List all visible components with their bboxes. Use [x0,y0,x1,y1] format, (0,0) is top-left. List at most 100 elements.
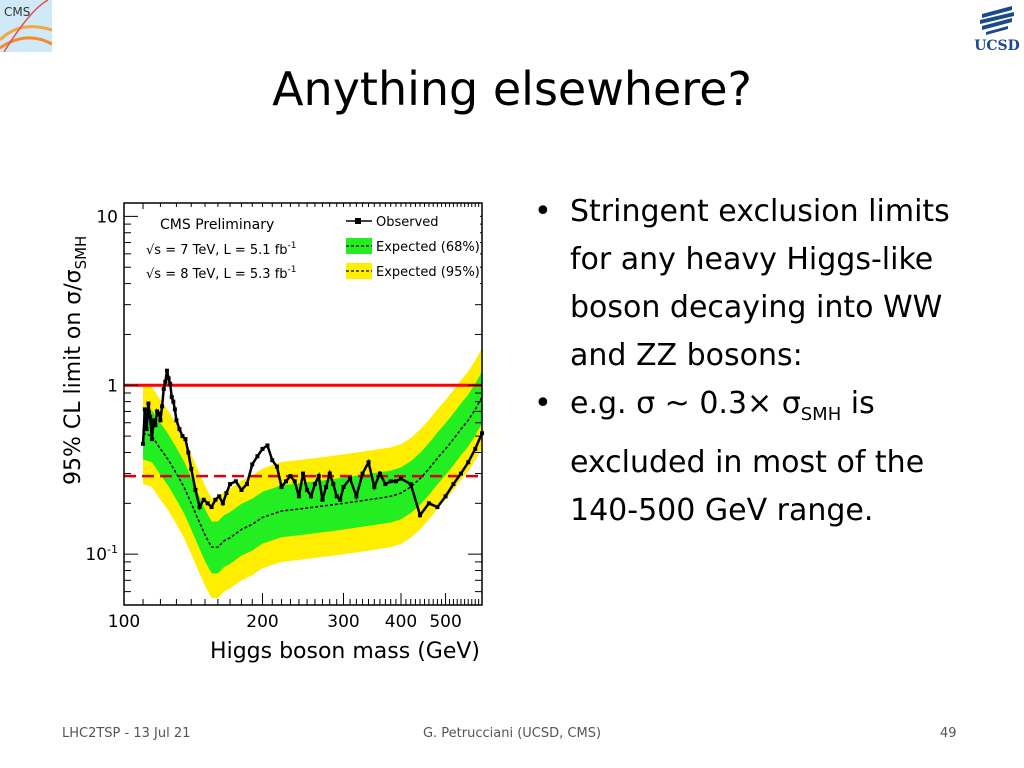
observed-point [250,462,255,467]
observed-point [205,501,210,506]
observed-point [260,446,265,451]
observed-point [284,479,289,484]
observed-point [146,401,151,406]
observed-point [473,446,478,451]
observed-point [443,494,448,499]
observed-point [327,471,332,476]
observed-point [360,471,365,476]
limit-plot: 100 200 300 400 500 10 1 10-1 CMS Preliminary √… [50,195,490,665]
observed-point [183,437,188,442]
svg-text:CMS: CMS [4,5,30,19]
observed-point [377,471,382,476]
legend-entry-expected-68: Expected (68%) [346,238,480,255]
energy-label-8tev: √s = 8 TeV, L = 5.3 fb-1 [146,265,297,282]
observed-point [331,482,336,487]
observed-point [144,427,149,432]
observed-point [233,479,238,484]
ucsd-logo: UCSD [972,2,1022,54]
observed-point [155,409,160,414]
observed-point [458,471,463,476]
svg-text:UCSD: UCSD [974,38,1020,54]
bullet-text-pre: e.g. σ ~ 0.3× σ [570,386,801,421]
band-68 [143,371,482,574]
observed-point [217,494,222,499]
observed-point [341,484,346,489]
observed-point [151,418,156,423]
observed-point [156,411,161,416]
observed-point [270,458,275,463]
observed-point [288,474,293,479]
observed-point [354,494,359,499]
x-tick-label: 200 [246,612,278,632]
y-tick-label: 1 [107,376,118,396]
x-tick-label: 400 [385,612,417,632]
observed-point [168,381,173,386]
bullet-list: Stringent exclusion limits for any heavy… [530,188,1000,535]
observed-markers [141,368,484,518]
energy-label-7tev: √s = 7 TeV, L = 5.1 fb-1 [146,241,297,258]
observed-point [149,437,154,442]
observed-point [209,505,214,510]
observed-point [305,487,310,492]
cms-logo: CMS [0,0,53,53]
observed-point [224,491,229,496]
plot-frame [123,202,483,606]
x-tick-label: 500 [429,612,461,632]
expected-median-line [142,396,483,548]
footer-author: G. Petrucciani (UCSD, CMS) [422,726,602,741]
observed-point [161,387,166,392]
observed-point [239,487,244,492]
observed-point [171,399,176,404]
bullet-text-post: is excluded in most of the 140-500 GeV r… [570,386,925,528]
bullet-subscript: SMH [800,404,842,425]
observed-point [451,482,456,487]
legend-entry-expected-95: Expected (95%) [346,263,480,280]
legend-label-expected-68: Expected (68%) [376,240,480,255]
observed-point [383,482,388,487]
legend-background [146,207,480,291]
observed-point [296,494,301,499]
observed-point [197,505,202,510]
observed-point [301,471,306,476]
observed-point [372,484,377,489]
y-tick-label: 10-1 [85,543,118,565]
observed-point [228,482,233,487]
cms-preliminary-label: CMS Preliminary [160,217,274,233]
legend-label-expected-95: Expected (95%) [376,265,480,280]
observed-point [279,484,284,489]
x-tick-label: 300 [327,612,359,632]
footer-date: LHC2TSP - 13 Jul 21 [62,726,191,741]
observed-point [158,418,163,423]
observed-point [163,379,168,384]
observed-point [320,497,325,502]
bullet-text: Stringent exclusion limits for any heavy… [570,194,950,373]
observed-point [324,484,329,489]
axis-ticks: 100 200 300 400 500 10 1 10-1 [85,203,483,632]
slide-title: Anything elsewhere? [272,62,752,116]
observed-point [213,497,218,502]
observed-point [193,487,198,492]
y-tick-label: 10 [96,207,118,227]
observed-point [201,497,206,502]
observed-point [408,482,413,487]
y-axis-label: 95% CL limit on σ/σSMH [61,236,90,485]
observed-point [160,404,165,409]
x-tick-label: 100 [108,612,140,632]
observed-point [366,460,371,465]
observed-point [244,482,249,487]
observed-point [172,407,177,412]
observed-point [334,494,339,499]
observed-point [426,501,431,506]
observed-point [388,479,393,484]
observed-line [141,370,484,518]
observed-point [393,479,398,484]
legend-label-observed: Observed [376,215,439,230]
observed-point [177,427,182,432]
legend-entry-observed: Observed [346,215,439,230]
observed-point [274,464,279,469]
observed-point [312,482,317,487]
observed-point [316,474,321,479]
observed-point [141,441,146,446]
observed-point [338,497,343,502]
slide-number: 49 [940,726,957,741]
